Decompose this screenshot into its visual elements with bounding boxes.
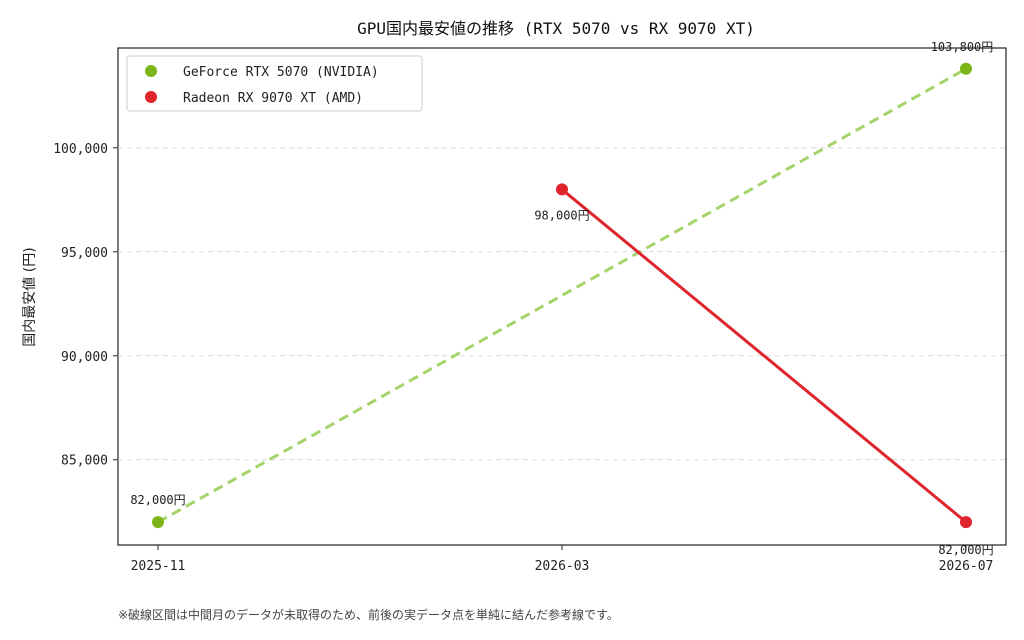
x-tick-label: 2025-11 xyxy=(131,559,186,574)
x-tick-label: 2026-03 xyxy=(535,559,590,574)
legend-box xyxy=(126,55,423,112)
data-label-geforce: 82,000円 xyxy=(130,493,185,507)
series-line-radeon xyxy=(561,188,967,524)
x-tick-label: 2026-07 xyxy=(939,559,994,574)
footnote: ※破線区間は中間月のデータが未取得のため、前後の実データ点を単純に結んだ参考線で… xyxy=(118,608,619,622)
series-layer xyxy=(152,62,972,529)
y-axis-label: 国内最安値 (円) xyxy=(22,247,38,346)
y-tick-label: 85,000 xyxy=(61,454,108,469)
data-label-geforce: 103,800円 xyxy=(931,40,994,54)
data-label-radeon: 82,000円 xyxy=(938,543,993,557)
data-point-geforce xyxy=(960,62,972,75)
legend: GeForce RTX 5070 (NVIDIA) Radeon RX 9070… xyxy=(126,55,423,112)
chart-title: GPU国内最安値の推移 (RTX 5070 vs RX 9070 XT) xyxy=(357,19,755,38)
data-point-radeon xyxy=(960,516,972,529)
y-tick-label: 90,000 xyxy=(61,350,108,365)
data-point-radeon xyxy=(556,183,568,196)
data-point-geforce xyxy=(152,516,164,529)
legend-label-geforce: GeForce RTX 5070 (NVIDIA) xyxy=(183,65,379,80)
data-labels: 82,000円 103,800円 98,000円 82,000円 xyxy=(130,40,993,557)
series-line-geforce xyxy=(157,67,967,524)
legend-label-radeon: Radeon RX 9070 XT (AMD) xyxy=(183,91,363,106)
legend-marker-radeon xyxy=(145,91,157,103)
y-tick-label: 95,000 xyxy=(61,246,108,261)
axes: 85,000 90,000 95,000 100,000 2025-11 2026-03 2… xyxy=(53,142,993,574)
grid-lines xyxy=(118,147,1006,461)
data-label-radeon: 98,000円 xyxy=(534,208,589,222)
legend-marker-geforce xyxy=(145,65,157,77)
y-tick-label: 100,000 xyxy=(53,142,108,157)
